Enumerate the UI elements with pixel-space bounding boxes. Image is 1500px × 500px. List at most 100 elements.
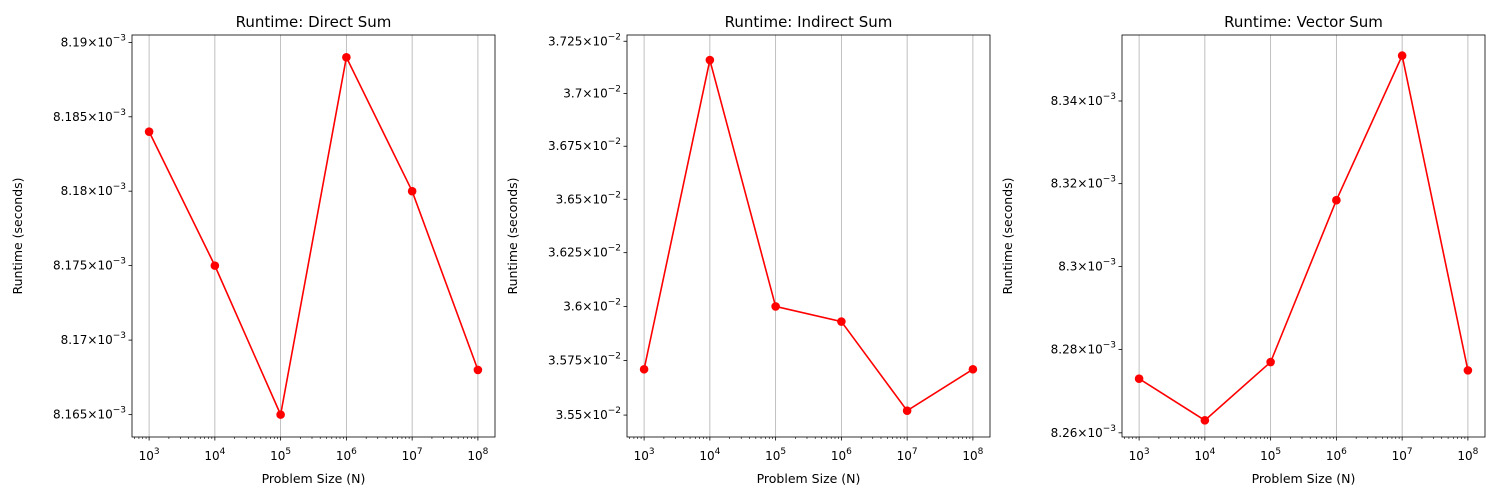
tick-label-exponent: 4 <box>1210 447 1216 457</box>
data-point <box>210 261 220 270</box>
tick-label-base: 10 <box>765 449 780 463</box>
tick-label-exponent: −3 <box>113 108 126 118</box>
data-point <box>473 365 483 375</box>
data-point <box>771 302 780 311</box>
tick-label-mantissa: 8.165 <box>53 408 87 422</box>
tick-label-mantissa: 3.55 <box>556 408 583 422</box>
tick-label-exponent: −2 <box>608 297 621 307</box>
tick-label-times: × <box>87 110 97 124</box>
x-tick-label: 105 <box>270 447 291 463</box>
tick-label-mantissa: 8.32 <box>1051 177 1078 191</box>
tick-label-base: 10 <box>1087 260 1102 274</box>
chart-indirect-sum: 103 104 105 106 107 1083.55×10−23.575×10−23.6… <box>505 13 991 486</box>
data-point <box>639 364 649 374</box>
y-tick-label: 3.6×10−2 <box>563 297 621 313</box>
tick-label-base: 10 <box>1087 177 1102 191</box>
tick-label-mantissa: 3.65 <box>556 192 583 206</box>
data-point <box>1266 357 1275 367</box>
series-line <box>148 54 479 418</box>
data-point <box>276 410 285 419</box>
tick-label-exponent: −3 <box>113 331 126 341</box>
tick-label-exponent: −3 <box>113 182 126 192</box>
tick-label-base: 10 <box>204 449 219 463</box>
tick-label-base: 10 <box>962 449 977 463</box>
tick-label-mantissa: 8.17 <box>61 333 88 347</box>
data-point <box>1134 374 1144 383</box>
tick-label-times: × <box>87 35 97 49</box>
x-tick-label: 105 <box>1260 447 1281 463</box>
tick-label-times: × <box>87 184 97 198</box>
tick-label-exponent: −3 <box>113 33 126 43</box>
data-point <box>902 406 912 416</box>
tick-label-exponent: 4 <box>220 447 226 457</box>
data-point <box>1200 416 1210 425</box>
y-tick-label: 3.675×10−2 <box>548 137 621 153</box>
data-point <box>1463 366 1473 375</box>
tick-label-mantissa: 3.625 <box>548 246 582 260</box>
tick-label-exponent: 5 <box>1275 447 1281 457</box>
tick-label-base: 10 <box>592 299 607 313</box>
tick-label-mantissa: 8.3 <box>1058 260 1077 274</box>
tick-label-base: 10 <box>699 449 714 463</box>
x-tick-label: 103 <box>1129 447 1150 463</box>
y-tick-label: 8.17×10−3 <box>61 331 126 347</box>
tick-label-base: 10 <box>1087 343 1102 357</box>
tick-label-exponent: −3 <box>1103 424 1116 434</box>
tick-label-base: 10 <box>592 34 607 48</box>
chart-title: Runtime: Direct Sum <box>236 13 392 31</box>
tick-label-mantissa: 8.26 <box>1051 426 1078 440</box>
y-tick-label: 3.625×10−2 <box>548 244 621 260</box>
tick-label-base: 10 <box>1194 449 1209 463</box>
y-axis-label: Runtime (seconds) <box>505 177 520 294</box>
chart-direct-sum: 103 104 105 106 107 1088.165×10−38.17×10−38.1… <box>10 13 496 486</box>
y-axis-label: Runtime (seconds) <box>1000 177 1015 294</box>
y-tick-label: 8.26×10−3 <box>1051 424 1116 440</box>
y-tick-label: 8.185×10−3 <box>53 108 126 124</box>
x-axis-label: Problem Size (N) <box>1252 471 1356 486</box>
tick-label-base: 10 <box>139 449 154 463</box>
chart-title: Runtime: Indirect Sum <box>725 13 893 31</box>
x-tick-label: 103 <box>634 447 655 463</box>
tick-label-times: × <box>1077 343 1087 357</box>
data-point <box>1397 51 1407 60</box>
tick-label-exponent: 3 <box>1144 447 1150 457</box>
tick-label-times: × <box>1077 426 1087 440</box>
tick-label-exponent: −3 <box>113 406 126 416</box>
tick-label-exponent: −2 <box>608 85 621 95</box>
y-tick-label: 8.34×10−3 <box>1051 92 1116 108</box>
tick-label-times: × <box>582 246 592 260</box>
tick-label-base: 10 <box>1129 449 1144 463</box>
tick-label-mantissa: 3.7 <box>563 87 582 101</box>
x-tick-label: 108 <box>467 447 488 463</box>
x-tick-label: 106 <box>831 447 852 463</box>
series-line <box>1138 53 1469 422</box>
tick-label-mantissa: 8.28 <box>1051 343 1078 357</box>
tick-label-base: 10 <box>467 449 482 463</box>
x-tick-label: 104 <box>204 447 225 463</box>
tick-label-exponent: 3 <box>154 447 160 457</box>
x-axis-label: Problem Size (N) <box>262 471 366 486</box>
tick-label-mantissa: 3.6 <box>563 299 582 313</box>
x-tick-label: 104 <box>1194 447 1215 463</box>
tick-label-base: 10 <box>831 449 846 463</box>
y-tick-label: 3.575×10−2 <box>548 352 621 368</box>
tick-label-exponent: 7 <box>417 447 423 457</box>
tick-label-base: 10 <box>97 110 112 124</box>
tick-label-mantissa: 8.175 <box>53 259 87 273</box>
tick-label-base: 10 <box>97 408 112 422</box>
tick-label-exponent: −3 <box>1103 258 1116 268</box>
y-tick-label: 3.725×10−2 <box>548 32 621 48</box>
tick-label-exponent: 5 <box>285 447 291 457</box>
tick-label-base: 10 <box>592 192 607 206</box>
y-tick-label: 8.32×10−3 <box>1051 175 1116 191</box>
tick-label-base: 10 <box>592 354 607 368</box>
tick-label-exponent: 8 <box>978 447 984 457</box>
tick-label-mantissa: 3.575 <box>548 354 582 368</box>
x-tick-label: 107 <box>1392 447 1413 463</box>
y-tick-label: 8.18×10−3 <box>61 182 126 198</box>
y-tick-label: 8.3×10−3 <box>1058 258 1116 274</box>
data-point <box>837 317 846 326</box>
tick-label-exponent: 6 <box>846 447 852 457</box>
tick-label-base: 10 <box>592 87 607 101</box>
tick-label-base: 10 <box>97 35 112 49</box>
